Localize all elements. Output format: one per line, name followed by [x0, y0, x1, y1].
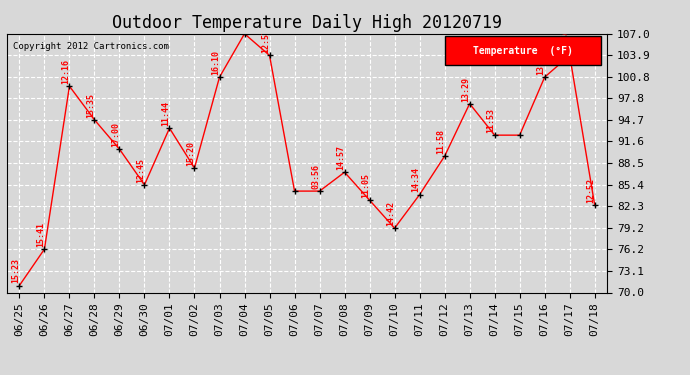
- FancyBboxPatch shape: [445, 36, 601, 65]
- Text: 11:05: 11:05: [362, 173, 371, 198]
- Text: 15:23: 15:23: [11, 258, 20, 284]
- Text: 14:42: 14:42: [386, 201, 395, 226]
- Text: 15:59: 15:59: [236, 7, 245, 32]
- Text: 11:53: 11:53: [486, 108, 495, 133]
- Text: 12:57: 12:57: [262, 28, 270, 53]
- Text: 14:56: 14:56: [562, 28, 571, 53]
- Text: 13:40: 13:40: [536, 50, 545, 75]
- Text: Temperature  (°F): Temperature (°F): [473, 46, 573, 56]
- Text: 14:57: 14:57: [336, 145, 345, 170]
- Text: 14:34: 14:34: [411, 168, 420, 192]
- Title: Outdoor Temperature Daily High 20120719: Outdoor Temperature Daily High 20120719: [112, 14, 502, 32]
- Text: 12:16: 12:16: [61, 59, 70, 84]
- Text: 15:41: 15:41: [36, 222, 45, 247]
- Text: 16:10: 16:10: [211, 50, 220, 75]
- Text: 12:52: 12:52: [586, 178, 595, 203]
- Text: 11:58: 11:58: [436, 129, 445, 154]
- Text: 11:44: 11:44: [161, 101, 170, 126]
- Text: 03:56: 03:56: [311, 164, 320, 189]
- Text: 17:00: 17:00: [111, 122, 120, 147]
- Text: 15:20: 15:20: [186, 141, 195, 166]
- Text: Copyright 2012 Cartronics.com: Copyright 2012 Cartronics.com: [13, 42, 169, 51]
- Text: 15:35: 15:35: [86, 93, 95, 118]
- Text: 13:29: 13:29: [462, 76, 471, 102]
- Text: 12:45: 12:45: [136, 158, 145, 183]
